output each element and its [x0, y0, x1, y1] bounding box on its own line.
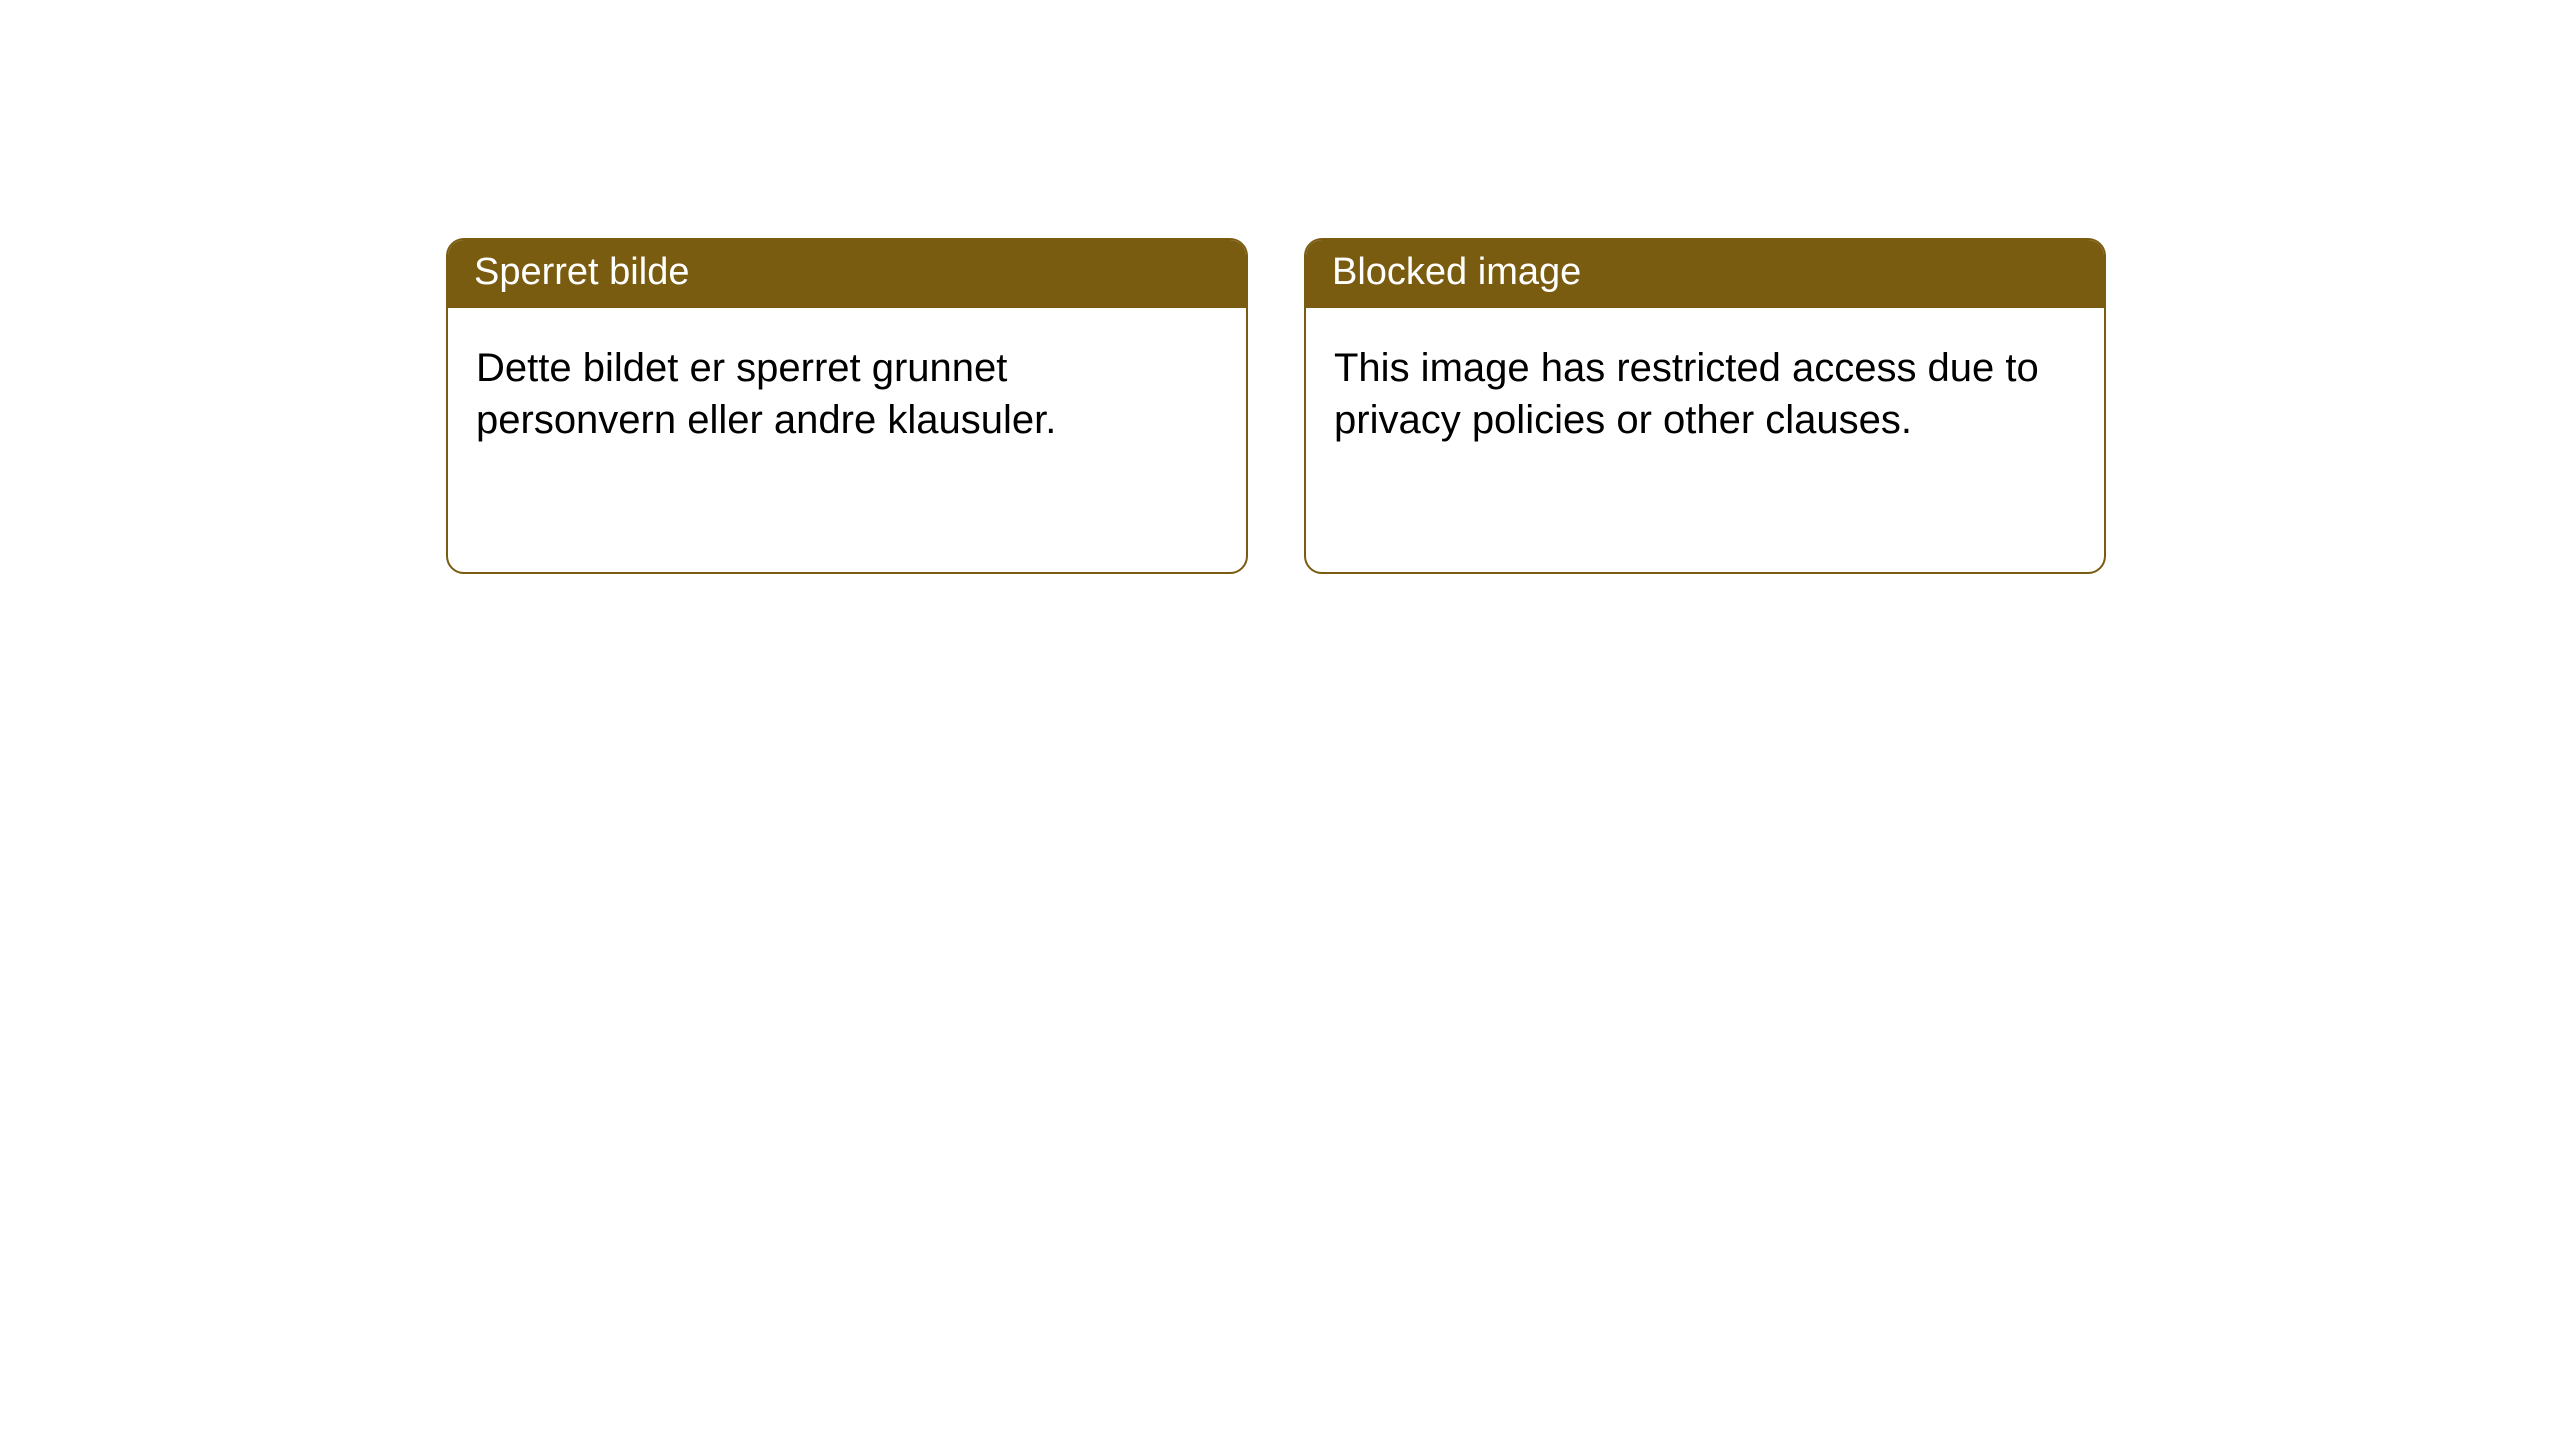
card-body-text: This image has restricted access due to …: [1334, 346, 2039, 442]
card-header: Sperret bilde: [448, 240, 1246, 308]
card-title: Blocked image: [1332, 251, 1581, 293]
card-body: Dette bildet er sperret grunnet personve…: [448, 308, 1246, 466]
card-container: Sperret bilde Dette bildet er sperret gr…: [0, 0, 2560, 574]
blocked-image-card-no: Sperret bilde Dette bildet er sperret gr…: [446, 238, 1248, 574]
card-body: This image has restricted access due to …: [1306, 308, 2104, 466]
card-header: Blocked image: [1306, 240, 2104, 308]
blocked-image-card-en: Blocked image This image has restricted …: [1304, 238, 2106, 574]
card-body-text: Dette bildet er sperret grunnet personve…: [476, 346, 1056, 442]
card-title: Sperret bilde: [474, 251, 689, 293]
